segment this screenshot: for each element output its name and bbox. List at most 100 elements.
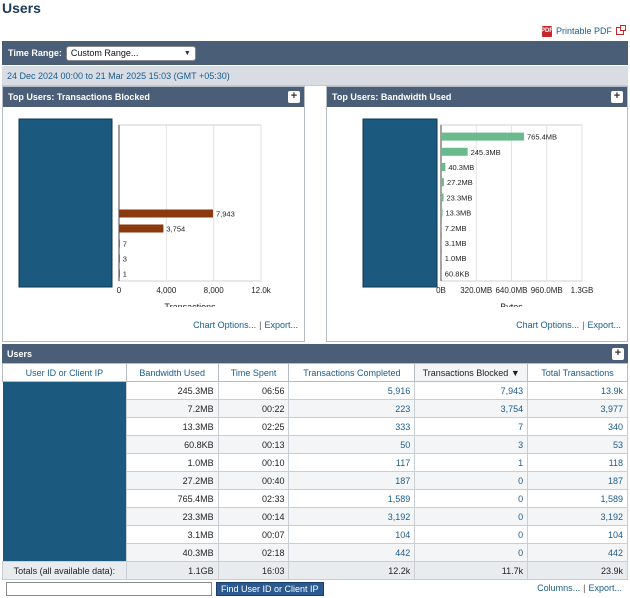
printable-pdf-label: Printable PDF <box>555 26 612 36</box>
bandwidth-footer-separator: | <box>582 320 585 330</box>
printable-pdf-link[interactable]: PDF Printable PDF <box>541 25 626 37</box>
cell-time-spent: 00:10 <box>217 453 290 472</box>
table-row: 245.3MB 06:56 5,916 7,943 13.9k <box>2 381 628 562</box>
cell-bandwidth: 13.3MB <box>125 417 219 436</box>
time-range-select[interactable]: Custom Range... ▼ <box>65 45 196 61</box>
totals-time: 16:03 <box>217 561 290 580</box>
bandwidth-chart-options-link[interactable]: Chart Options... <box>516 320 580 330</box>
cell-total[interactable]: 187 <box>527 471 628 490</box>
cell-completed[interactable]: 117 <box>288 453 416 472</box>
bandwidth-panel-title: Top Users: Bandwidth Used <box>332 92 452 102</box>
cell-blocked[interactable]: 0 <box>414 471 529 490</box>
cell-total[interactable]: 118 <box>527 453 628 472</box>
cell-blocked[interactable]: 3 <box>414 435 529 454</box>
columns-link[interactable]: Columns... <box>537 583 581 593</box>
cell-total[interactable]: 442 <box>527 543 628 562</box>
bar[interactable] <box>441 208 443 217</box>
cell-blocked[interactable]: 1 <box>414 453 529 472</box>
cell-bandwidth: 7.2MB <box>125 399 219 418</box>
cell-blocked[interactable]: 7,943 <box>414 381 529 400</box>
bar[interactable] <box>119 254 120 263</box>
cell-total[interactable]: 3,977 <box>527 399 628 418</box>
cell-total[interactable]: 104 <box>527 525 628 544</box>
users-section-plus-icon[interactable]: + <box>612 347 624 360</box>
cell-bandwidth: 60.8KB <box>125 435 219 454</box>
column-header-completed[interactable]: Transactions Completed <box>288 363 416 382</box>
bar-value-label: 3,754 <box>166 225 185 234</box>
column-header-total[interactable]: Total Transactions <box>527 363 628 382</box>
table-export-link[interactable]: Export... <box>588 583 622 593</box>
cell-time-spent: 00:14 <box>217 507 290 526</box>
cell-total[interactable]: 3,192 <box>527 507 628 526</box>
find-user-button[interactable]: Find User ID or Client IP <box>216 582 324 596</box>
bar[interactable] <box>441 178 444 187</box>
bar[interactable] <box>119 209 213 218</box>
bar[interactable] <box>441 223 442 232</box>
cell-completed[interactable]: 104 <box>288 525 416 544</box>
blocked-chart-options-link[interactable]: Chart Options... <box>193 320 257 330</box>
cell-completed[interactable]: 442 <box>288 543 416 562</box>
bar[interactable] <box>441 193 444 202</box>
time-range-value: Custom Range... <box>70 48 139 58</box>
bar[interactable] <box>441 269 442 278</box>
cell-total[interactable]: 1,589 <box>527 489 628 508</box>
bar-value-label: 23.3MB <box>447 193 473 202</box>
bar[interactable] <box>441 239 442 247</box>
users-table-header-row: User ID or Client IP Bandwidth Used Time… <box>2 363 628 382</box>
cell-blocked[interactable]: 0 <box>414 543 529 562</box>
bandwidth-export-link[interactable]: Export... <box>587 320 621 330</box>
x-tick-label: 0 <box>117 286 122 295</box>
table-row: 1.0MB 00:10 117 1 118 <box>3 453 628 472</box>
x-tick-label: 320.0MB <box>460 286 492 295</box>
bar[interactable] <box>441 132 525 141</box>
blocked-export-link[interactable]: Export... <box>264 320 298 330</box>
cell-blocked[interactable]: 7 <box>414 417 529 436</box>
bandwidth-panel: Top Users: Bandwidth Used + 0B 320.0MB 640… <box>326 86 628 342</box>
column-header-bandwidth[interactable]: Bandwidth Used <box>125 363 219 382</box>
bar-value-label: 245.3MB <box>471 148 501 157</box>
bar[interactable] <box>441 163 446 171</box>
cell-completed[interactable]: 3,192 <box>288 507 416 526</box>
cell-blocked[interactable]: 0 <box>414 489 529 508</box>
table-links-separator: | <box>583 583 586 593</box>
cell-completed[interactable]: 187 <box>288 471 416 490</box>
cell-completed[interactable]: 5,916 <box>288 381 416 400</box>
time-range-bar: Time Range: Custom Range... ▼ <box>2 41 628 65</box>
bar[interactable] <box>119 269 120 278</box>
cell-total[interactable]: 13.9k <box>527 381 628 400</box>
blocked-chart: 0 4,000 8,000 12.0k 7,943 3,754 7 3 1 Transaction… <box>18 118 272 307</box>
bar[interactable] <box>441 254 442 263</box>
bar[interactable] <box>119 239 120 248</box>
cell-bandwidth: 3.1MB <box>125 525 219 544</box>
cell-completed[interactable]: 1,589 <box>288 489 416 508</box>
column-header-user[interactable]: User ID or Client IP <box>2 363 127 382</box>
x-tick-label: 12.0k <box>251 286 272 295</box>
bar[interactable] <box>119 224 164 233</box>
bar-value-label: 60.8KB <box>445 269 470 278</box>
totals-label: Totals (all available data): <box>2 561 127 580</box>
x-tick-label: 640.0MB <box>495 286 527 295</box>
blocked-panel-plus-icon[interactable]: + <box>288 91 300 103</box>
cell-blocked[interactable]: 3,754 <box>414 399 529 418</box>
cell-blocked[interactable]: 0 <box>414 525 529 544</box>
table-links: Columns... | Export... <box>537 583 622 593</box>
cell-completed[interactable]: 333 <box>288 417 416 436</box>
table-row: 40.3MB 02:18 442 0 442 <box>3 543 628 562</box>
cell-time-spent: 00:40 <box>217 471 290 490</box>
cell-total[interactable]: 340 <box>527 417 628 436</box>
bar-value-label: 40.3MB <box>448 163 474 172</box>
x-tick-label: 0B <box>436 286 446 295</box>
bar[interactable] <box>441 147 468 156</box>
cell-completed[interactable]: 50 <box>288 435 416 454</box>
bandwidth-panel-plus-icon[interactable]: + <box>611 91 623 103</box>
column-header-time-spent[interactable]: Time Spent <box>217 363 290 382</box>
cell-total[interactable]: 53 <box>527 435 628 454</box>
cell-blocked[interactable]: 0 <box>414 507 529 526</box>
cell-completed[interactable]: 223 <box>288 399 416 418</box>
blocked-panel-header: Top Users: Transactions Blocked + <box>3 87 304 107</box>
x-axis-label: Transactions <box>164 302 216 307</box>
bar-value-label: 3 <box>123 255 127 264</box>
cell-time-spent: 02:18 <box>217 543 290 562</box>
column-header-blocked[interactable]: Transactions Blocked ▼ <box>414 363 529 382</box>
find-user-input[interactable] <box>6 582 212 596</box>
